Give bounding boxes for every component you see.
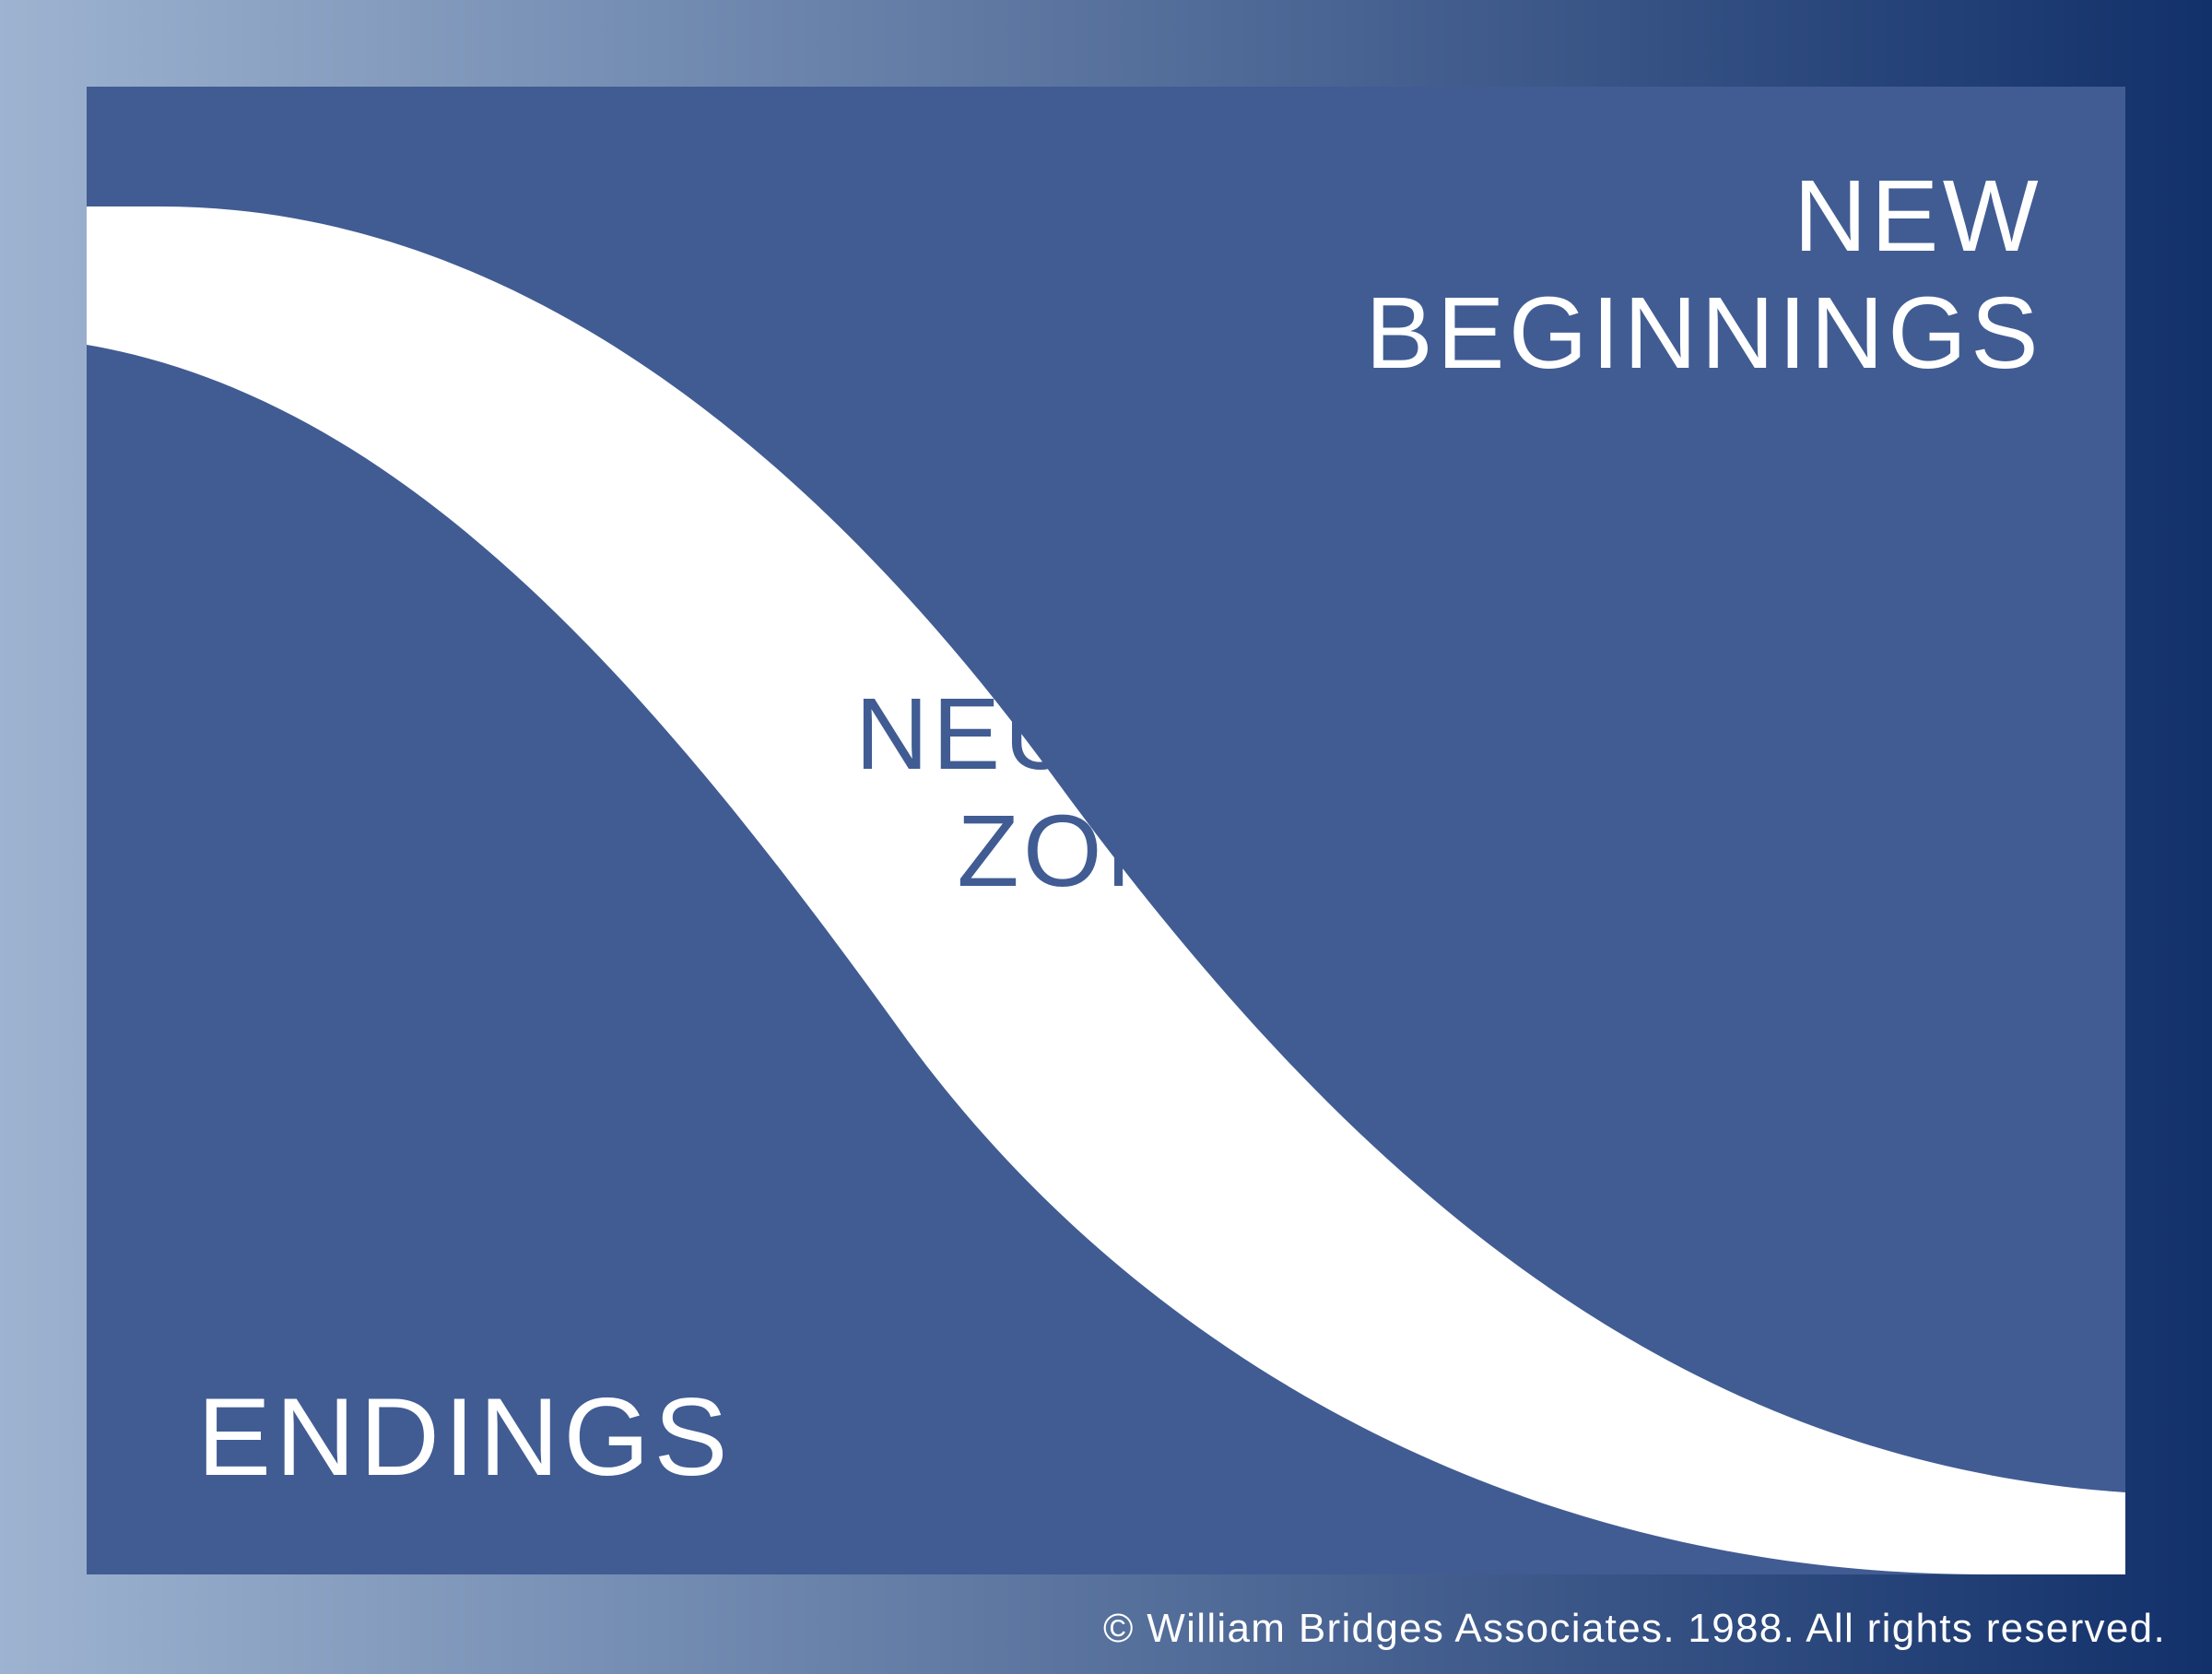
label-neutral-zone-line2: ZONE — [855, 794, 1357, 911]
diagram-panel: NEW BEGINNINGS NEUTRAL ZONE ENDINGS — [87, 87, 2125, 1574]
copyright-text: © William Bridges Associates. 1988. All … — [1103, 1606, 2166, 1652]
label-new-beginnings-line2: BEGINNINGS — [1365, 276, 2042, 393]
outer-frame: NEW BEGINNINGS NEUTRAL ZONE ENDINGS © Wi… — [0, 0, 2212, 1674]
label-new-beginnings-line1: NEW — [1365, 159, 2042, 276]
label-neutral-zone: NEUTRAL ZONE — [855, 677, 1357, 910]
label-new-beginnings: NEW BEGINNINGS — [1365, 159, 2042, 392]
label-neutral-zone-line1: NEUTRAL — [855, 677, 1357, 794]
label-endings: ENDINGS — [197, 1373, 732, 1501]
